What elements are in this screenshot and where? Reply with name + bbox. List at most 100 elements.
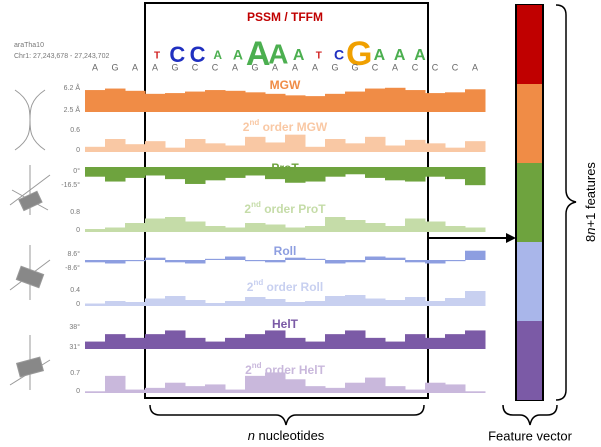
num: 2 — [245, 363, 252, 377]
rest: order MGW — [259, 120, 328, 134]
step-bar — [345, 167, 366, 175]
step-bar — [145, 218, 166, 232]
step-bar — [425, 143, 446, 152]
step-bar — [85, 90, 106, 112]
rest: order ProT — [261, 202, 326, 216]
step-bar — [325, 217, 346, 232]
step-bar — [185, 91, 206, 112]
step-bar — [305, 258, 326, 260]
step-bar — [385, 257, 406, 260]
step-bar — [365, 136, 386, 152]
step-bar — [325, 93, 346, 112]
step-bar — [225, 167, 246, 178]
step-bar — [245, 92, 266, 112]
step-bar — [185, 167, 206, 184]
step-bar — [105, 88, 126, 112]
base: G — [111, 62, 118, 72]
step-bar — [345, 330, 366, 349]
step-bar — [245, 375, 266, 393]
step-bar — [225, 227, 246, 232]
step-bar — [245, 223, 266, 232]
step-bar — [285, 167, 306, 183]
name: Roll — [274, 244, 297, 258]
step-bar — [365, 337, 386, 349]
locus: Chr1: 27,243,678 - 27,243,702 — [14, 53, 109, 60]
step-bar — [385, 341, 406, 349]
logo-letter: T — [316, 51, 322, 62]
base: G — [251, 62, 258, 72]
step-bar — [205, 303, 226, 306]
step-bar — [325, 387, 346, 393]
step-bar — [145, 167, 166, 176]
step-bar — [405, 334, 426, 349]
tick: -16.5° — [61, 181, 80, 189]
step-bar — [185, 139, 206, 152]
step-bar — [425, 221, 446, 232]
step-bar — [105, 301, 126, 306]
step-bar — [385, 226, 406, 232]
step-bar — [145, 334, 166, 349]
base: C — [432, 62, 439, 72]
step-bar — [185, 300, 206, 306]
brace-vector — [502, 404, 558, 426]
arrow-head — [506, 233, 516, 243]
logo-letter: A — [293, 47, 305, 64]
logo-letter: A — [268, 38, 288, 69]
step-bar — [145, 93, 166, 112]
step-bar — [125, 90, 146, 112]
step-bar — [345, 143, 366, 152]
step-bar — [225, 145, 246, 152]
step-bar — [305, 386, 326, 393]
step-bar — [365, 88, 386, 112]
sup: nd — [253, 278, 263, 287]
n-nucleotides: n nucleotides — [248, 428, 325, 443]
step-bar — [105, 227, 126, 232]
base: A — [272, 62, 278, 72]
step-bar — [445, 92, 466, 112]
step-bar — [445, 334, 466, 349]
step-bar — [105, 167, 126, 182]
step-bar — [465, 291, 486, 306]
logo-letter: C — [169, 42, 185, 67]
step-bar — [405, 139, 426, 152]
step-bar — [285, 379, 306, 393]
step-bar — [445, 384, 466, 393]
logo-letter: G — [346, 35, 372, 73]
step-bar — [285, 227, 306, 232]
step-bar — [445, 147, 466, 152]
step-bar — [365, 167, 386, 178]
step-bar — [265, 142, 286, 152]
step-bar — [385, 87, 406, 112]
step-bar — [445, 260, 466, 262]
step-bar — [305, 226, 326, 232]
step-bar — [325, 139, 346, 152]
var: n — [583, 227, 598, 234]
logo-letter: A — [213, 48, 222, 62]
step-bar — [385, 145, 406, 152]
step-bar — [265, 260, 286, 263]
step-bar — [85, 260, 106, 263]
step-bar — [465, 227, 486, 232]
step-bar — [185, 386, 206, 393]
step-bar — [465, 250, 486, 260]
tick: 0 — [76, 227, 80, 234]
step-bar — [125, 223, 146, 232]
vector-segment — [517, 321, 542, 400]
num: 2 — [243, 120, 250, 134]
step-bar — [285, 302, 306, 306]
step-bar — [425, 93, 446, 112]
step-bar — [105, 375, 126, 393]
step-bar — [445, 298, 466, 306]
step-bar — [405, 90, 426, 112]
step-bar — [405, 260, 426, 263]
vector-segment — [517, 163, 542, 242]
step-bar — [205, 226, 226, 232]
step-bar — [205, 341, 226, 349]
step-bar — [165, 382, 186, 393]
tick: 31° — [69, 343, 80, 351]
tick: 0 — [76, 388, 80, 395]
base: C — [192, 62, 199, 72]
step-bar — [85, 341, 106, 349]
logo-letter: T — [154, 51, 160, 62]
step-bar — [225, 90, 246, 112]
